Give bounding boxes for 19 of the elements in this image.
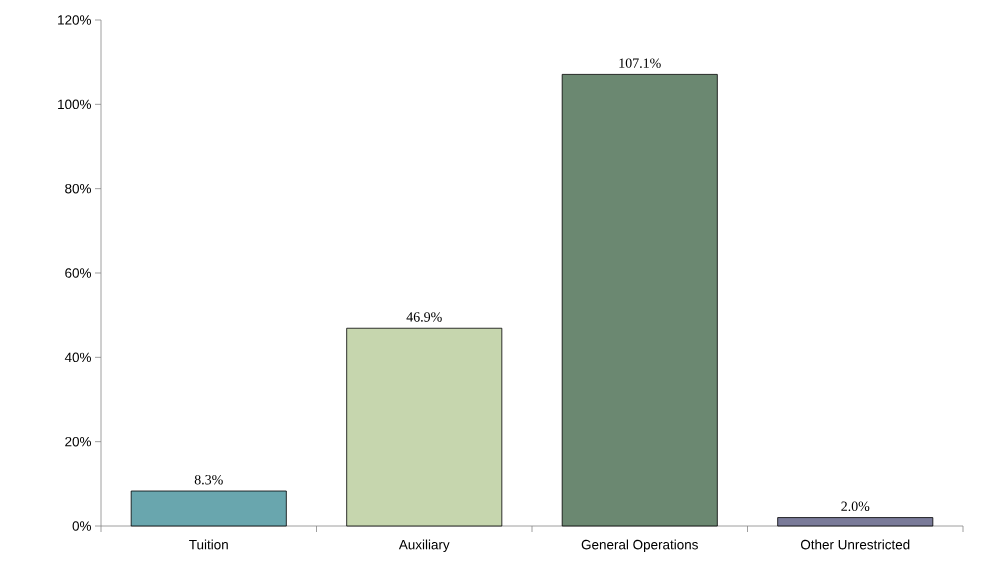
x-tick-label: Tuition — [189, 539, 228, 550]
y-tick-label: 0% — [72, 521, 91, 531]
y-tick-label: 120% — [58, 15, 91, 25]
bar — [561, 73, 718, 527]
y-tick-label: 60% — [65, 268, 91, 278]
x-tick-label: Auxiliary — [398, 539, 450, 553]
data-label: 8.3% — [194, 475, 223, 485]
y-tick-label: 100% — [58, 99, 91, 110]
bar — [346, 327, 503, 527]
data-label: 2.0% — [841, 501, 870, 512]
y-tick-label: 20% — [65, 436, 91, 447]
y-tick-label: 40% — [64, 352, 91, 363]
bar — [130, 490, 287, 527]
data-label: 107.1% — [619, 58, 661, 68]
x-tick-label: General Operations — [581, 539, 698, 553]
bar — [777, 517, 934, 527]
data-label: 46.9% — [406, 312, 442, 322]
y-tick-label: 80% — [65, 183, 91, 194]
x-tick-label: Other Unrestricted — [800, 539, 910, 550]
